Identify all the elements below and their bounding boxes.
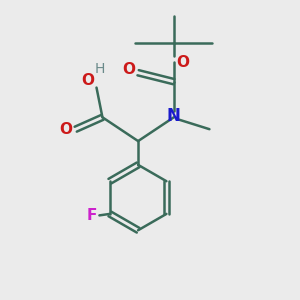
Text: O: O (176, 55, 189, 70)
Text: O: O (60, 122, 73, 137)
Text: H: H (94, 62, 105, 76)
Text: F: F (87, 208, 97, 223)
Text: N: N (167, 107, 181, 125)
Text: O: O (122, 62, 135, 77)
Text: O: O (81, 73, 94, 88)
